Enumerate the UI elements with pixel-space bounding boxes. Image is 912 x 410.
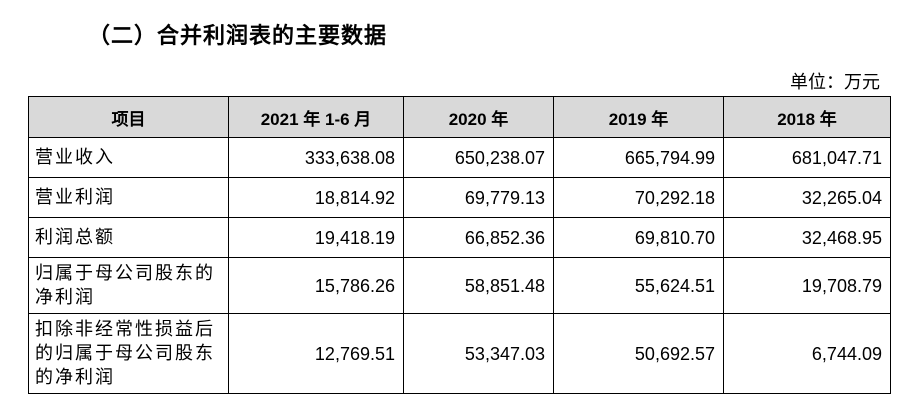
cell-value: 19,708.79 xyxy=(723,257,891,314)
header-2021h1: 2021 年 1-6 月 xyxy=(228,96,404,138)
cell-value: 333,638.08 xyxy=(228,137,404,178)
cell-value: 69,779.13 xyxy=(403,177,554,218)
cell-value: 70,292.18 xyxy=(553,177,724,218)
table-row: 扣除非经常性损益后的归属于母公司股东的净利润 12,769.51 53,347.… xyxy=(28,313,891,394)
table-row: 归属于母公司股东的净利润 15,786.26 58,851.48 55,624.… xyxy=(28,257,891,314)
row-label: 归属于母公司股东的净利润 xyxy=(28,257,229,314)
table-header-row: 项目 2021 年 1-6 月 2020 年 2019 年 2018 年 xyxy=(28,96,891,138)
cell-value: 18,814.92 xyxy=(228,177,404,218)
cell-value: 69,810.70 xyxy=(553,217,724,258)
row-label: 营业收入 xyxy=(28,137,229,178)
income-statement-table: 项目 2021 年 1-6 月 2020 年 2019 年 2018 年 营业收… xyxy=(28,96,891,394)
cell-value: 32,265.04 xyxy=(723,177,891,218)
table-row: 利润总额 19,418.19 66,852.36 69,810.70 32,46… xyxy=(28,217,891,258)
cell-value: 58,851.48 xyxy=(403,257,554,314)
cell-value: 55,624.51 xyxy=(553,257,724,314)
cell-value: 12,769.51 xyxy=(228,313,404,394)
cell-value: 650,238.07 xyxy=(403,137,554,178)
header-2019: 2019 年 xyxy=(553,96,724,138)
cell-value: 681,047.71 xyxy=(723,137,891,178)
section-title: （二）合并利润表的主要数据 xyxy=(88,24,388,49)
row-label: 营业利润 xyxy=(28,177,229,218)
cell-value: 66,852.36 xyxy=(403,217,554,258)
table-row: 营业利润 18,814.92 69,779.13 70,292.18 32,26… xyxy=(28,177,891,218)
header-item: 项目 xyxy=(28,96,229,138)
header-2020: 2020 年 xyxy=(403,96,554,138)
unit-label: 单位：万元 xyxy=(790,72,880,93)
table-row: 营业收入 333,638.08 650,238.07 665,794.99 68… xyxy=(28,137,891,178)
cell-value: 50,692.57 xyxy=(553,313,724,394)
cell-value: 19,418.19 xyxy=(228,217,404,258)
cell-value: 32,468.95 xyxy=(723,217,891,258)
cell-value: 15,786.26 xyxy=(228,257,404,314)
cell-value: 53,347.03 xyxy=(403,313,554,394)
cell-value: 6,744.09 xyxy=(723,313,891,394)
header-2018: 2018 年 xyxy=(723,96,891,138)
row-label: 扣除非经常性损益后的归属于母公司股东的净利润 xyxy=(28,313,229,394)
cell-value: 665,794.99 xyxy=(553,137,724,178)
row-label: 利润总额 xyxy=(28,217,229,258)
